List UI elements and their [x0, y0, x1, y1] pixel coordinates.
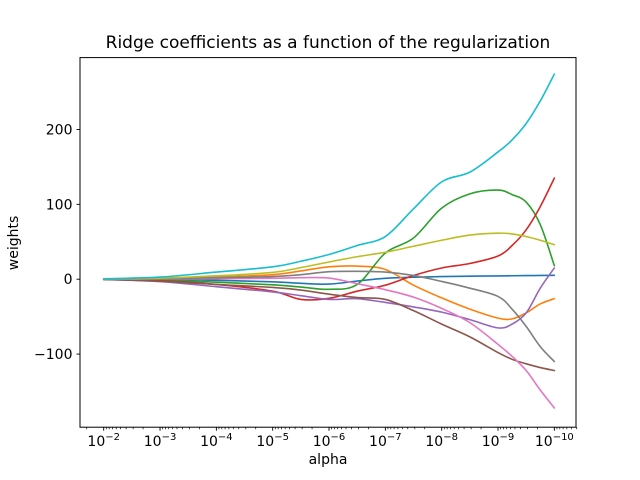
series-line-coef-9	[102, 73, 556, 280]
x-tick-label: 10−6	[313, 432, 346, 450]
x-tick-label: 10−2	[87, 432, 120, 450]
axes-border	[79, 57, 577, 428]
series-line-coef-7	[102, 270, 556, 363]
chart-title: Ridge coefficients as a function of the …	[105, 33, 551, 53]
x-tick-label: 10−8	[425, 432, 458, 450]
y-tick-label: 0	[64, 272, 73, 288]
series-line-coef-6	[102, 276, 556, 409]
series-line-coef-3	[102, 177, 556, 301]
x-tick-label: 10−7	[369, 432, 402, 450]
x-axis-label: alpha	[308, 452, 348, 468]
y-tick-label: 200	[46, 122, 73, 138]
y-tick-label: 100	[46, 197, 73, 213]
y-tick-label: −100	[34, 347, 72, 363]
series-line-coef-5	[102, 278, 556, 372]
y-axis-label: weights	[6, 215, 22, 271]
series-line-coef-8	[102, 232, 556, 280]
series-line-coef-2	[102, 189, 556, 291]
x-tick-label: 10−4	[200, 432, 233, 450]
x-tick-label: 10−10	[535, 432, 574, 450]
x-tick-label: 10−9	[482, 432, 515, 450]
x-tick-label: 10−5	[256, 432, 289, 450]
x-tick-label: 10−3	[144, 432, 177, 450]
